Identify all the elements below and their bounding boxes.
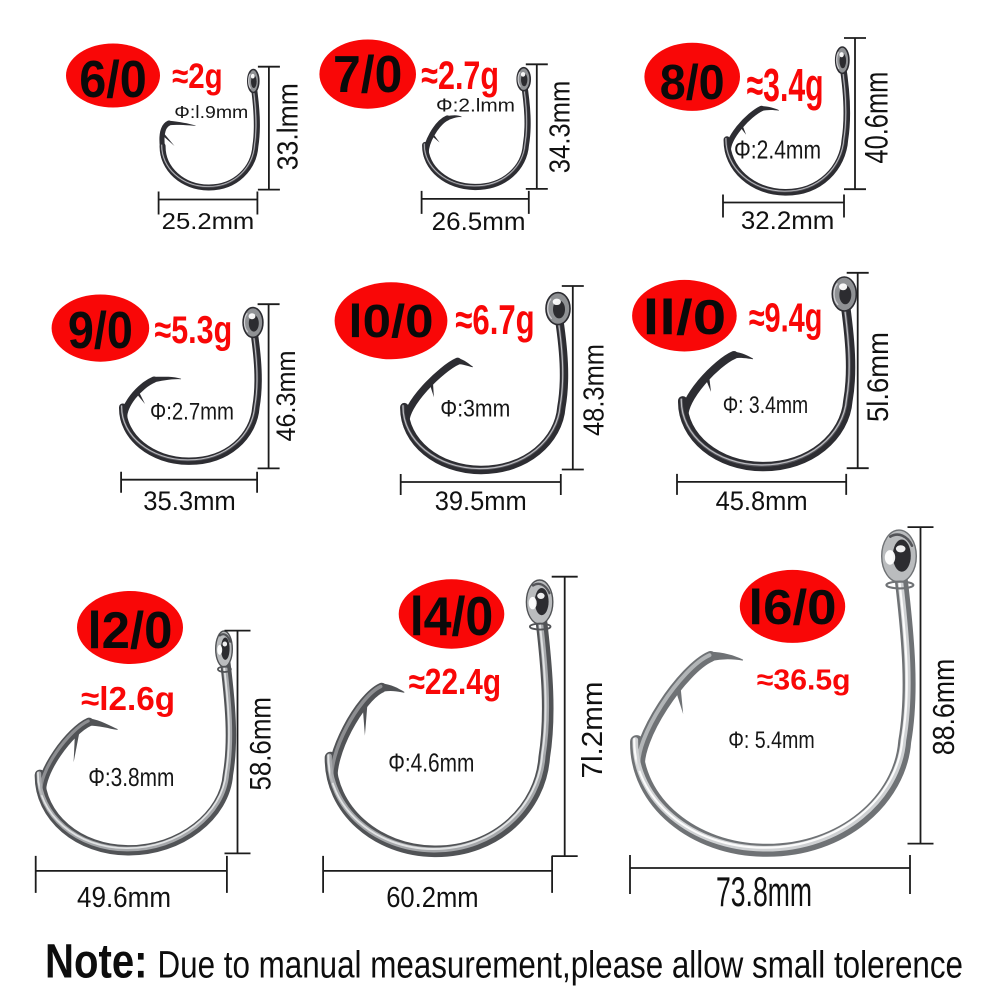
svg-text:25.2mm: 25.2mm [162,208,255,234]
svg-text:≈5.3g: ≈5.3g [155,309,233,352]
svg-text:≈6.7g: ≈6.7g [455,296,534,343]
svg-text:88.6mm: 88.6mm [926,659,961,756]
svg-text:40.6mm: 40.6mm [859,72,895,164]
svg-text:l2/0: l2/0 [88,602,173,660]
svg-text:ll/0: ll/0 [643,291,727,345]
svg-text:Φ:4.6mm: Φ:4.6mm [388,748,474,778]
svg-text:Φ:3mm: Φ:3mm [440,396,510,423]
svg-text:≈22.4g: ≈22.4g [409,661,501,702]
svg-text:Φ: 5.4mm: Φ: 5.4mm [728,727,815,754]
svg-text:Φ:2.7mm: Φ:2.7mm [150,399,234,426]
svg-text:5l.6mm: 5l.6mm [862,332,895,422]
svg-text:58.6mm: 58.6mm [244,697,277,791]
svg-text:≈2g: ≈2g [172,57,223,96]
svg-text:Note:: Note: [45,936,148,989]
svg-text:45.8mm: 45.8mm [716,486,808,516]
svg-text:73.8mm: 73.8mm [716,868,812,915]
svg-text:6/0: 6/0 [79,51,147,109]
svg-text:49.6mm: 49.6mm [77,882,171,914]
svg-text:7/0: 7/0 [333,46,402,104]
svg-text:≈9.4g: ≈9.4g [749,295,823,341]
svg-text:Φ:l.9mm: Φ:l.9mm [174,102,248,122]
svg-text:7l.2mm: 7l.2mm [577,682,609,779]
svg-text:9/0: 9/0 [68,302,133,360]
svg-text:l6/0: l6/0 [748,581,836,635]
svg-text:46.3mm: 46.3mm [271,351,301,442]
svg-text:≈36.5g: ≈36.5g [757,665,851,697]
svg-text:≈2.7g: ≈2.7g [421,54,499,98]
svg-text:Φ: 3.4mm: Φ: 3.4mm [723,392,809,419]
svg-text:Due to manual measurement,plea: Due to manual measurement,please allow s… [158,945,964,987]
svg-text:≈3.4g: ≈3.4g [747,59,824,111]
svg-text:≈l2.6g: ≈l2.6g [81,680,175,717]
svg-text:Φ:2.4mm: Φ:2.4mm [734,135,821,165]
svg-text:Φ:3.8mm: Φ:3.8mm [88,762,174,792]
svg-text:34.3mm: 34.3mm [545,81,577,174]
svg-text:26.5mm: 26.5mm [432,208,526,236]
svg-text:35.3mm: 35.3mm [143,486,236,516]
svg-text:l4/0: l4/0 [410,585,494,647]
svg-text:8/0: 8/0 [660,56,725,110]
svg-text:32.2mm: 32.2mm [741,207,835,235]
svg-text:60.2mm: 60.2mm [386,882,478,914]
svg-text:48.3mm: 48.3mm [579,344,611,436]
svg-text:39.5mm: 39.5mm [435,486,527,516]
svg-text:Φ:2.lmm: Φ:2.lmm [436,95,515,116]
svg-text:33.lmm: 33.lmm [273,83,305,170]
svg-text:l0/0: l0/0 [348,295,433,347]
